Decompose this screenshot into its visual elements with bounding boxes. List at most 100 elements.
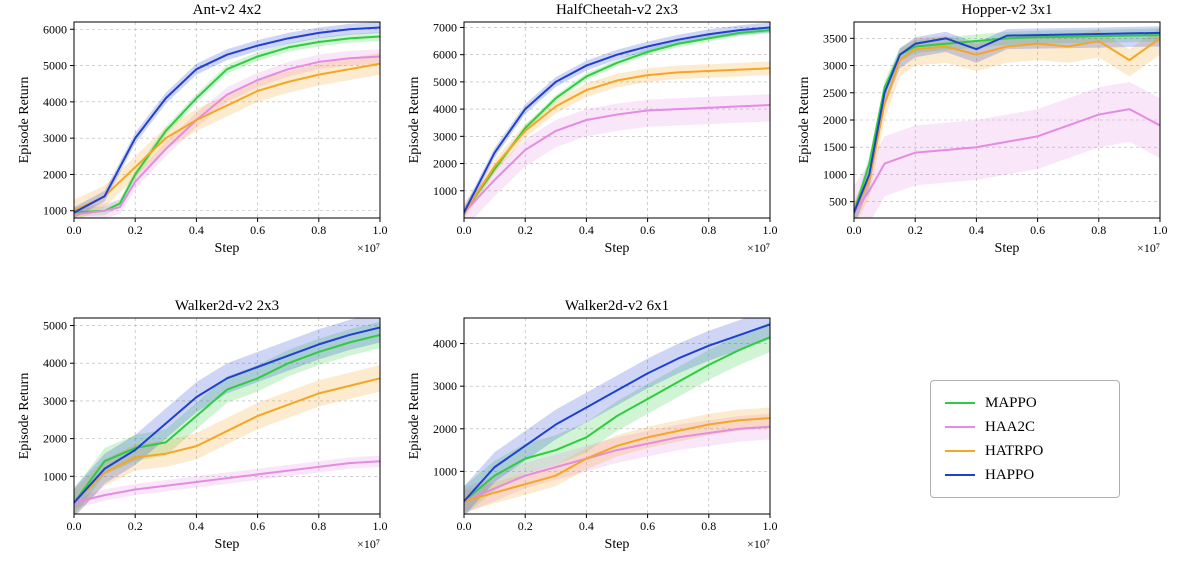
- x-tick-label: 0.6: [640, 519, 655, 533]
- x-scale-label: ×10⁷: [747, 537, 770, 551]
- legend-label: HATRPO: [985, 443, 1043, 460]
- x-tick-label: 0.0: [67, 223, 82, 237]
- y-tick-label: 6000: [43, 22, 67, 36]
- y-tick-label: 3500: [823, 31, 847, 45]
- legend-label: HAA2C: [985, 419, 1035, 436]
- y-tick-label: 4000: [433, 337, 457, 351]
- series-band-haa2c: [854, 82, 1160, 245]
- x-scale-label: ×10⁷: [357, 537, 380, 551]
- series-band-hatrpo: [464, 61, 770, 219]
- legend-item-mappo: MAPPO: [945, 391, 1105, 415]
- x-tick-label: 0.0: [847, 223, 862, 237]
- x-tick-label: 1.0: [373, 519, 388, 533]
- y-tick-label: 4000: [43, 95, 67, 109]
- chart-panel-walk2x3: 0.0 0.2 0.4 0.6 0.8 1.0 1000 2000 3000 4000 5000 Wa…: [12, 296, 392, 566]
- x-tick-label: 0.0: [67, 519, 82, 533]
- y-tick-label: 5000: [43, 59, 67, 73]
- x-tick-label: 0.4: [579, 519, 594, 533]
- x-tick-label: 0.0: [457, 519, 472, 533]
- y-tick-label: 1000: [43, 469, 67, 483]
- x-tick-label: 1.0: [373, 223, 388, 237]
- x-tick-label: 0.6: [640, 223, 655, 237]
- y-tick-label: 1500: [823, 140, 847, 154]
- series-band-hatrpo: [74, 53, 380, 222]
- legend-swatch: [945, 402, 975, 404]
- y-tick-label: 3000: [43, 394, 67, 408]
- chart-panel-cheetah: 0.0 0.2 0.4 0.6 0.8 1.0 1000 2000 3000 4000 5000 60…: [402, 0, 782, 270]
- chart-panel-walk6x1: 0.0 0.2 0.4 0.6 0.8 1.0 1000 2000 3000 4000 Walker…: [402, 296, 782, 566]
- x-tick-label: 0.6: [250, 519, 265, 533]
- legend: MAPPO HAA2C HATRPO HAPPO: [930, 380, 1120, 498]
- legend-item-hatrpo: HATRPO: [945, 439, 1105, 463]
- y-axis-label: Episode Return: [17, 373, 32, 460]
- panel-title: Hopper-v2 3x1: [962, 2, 1053, 18]
- y-axis-label: Episode Return: [797, 77, 812, 164]
- x-tick-label: 0.4: [969, 223, 984, 237]
- y-axis-label: Episode Return: [407, 373, 422, 460]
- y-tick-label: 3000: [433, 129, 457, 143]
- y-tick-label: 2000: [823, 113, 847, 127]
- panel-title: Ant-v2 4x2: [193, 2, 262, 18]
- x-axis-label: Step: [215, 241, 240, 256]
- x-tick-label: 0.0: [457, 223, 472, 237]
- y-axis-label: Episode Return: [17, 77, 32, 164]
- y-tick-label: 1000: [43, 204, 67, 218]
- legend-swatch: [945, 426, 975, 428]
- x-tick-label: 0.8: [701, 223, 716, 237]
- x-tick-label: 0.8: [1091, 223, 1106, 237]
- x-tick-label: 0.2: [908, 223, 923, 237]
- y-tick-label: 6000: [433, 48, 457, 62]
- y-tick-label: 2000: [43, 167, 67, 181]
- panel-title: Walker2d-v2 6x1: [565, 298, 669, 314]
- chart-panel-hopper: 0.0 0.2 0.4 0.6 0.8 1.0 500 1000 1500 2000 2500 300…: [792, 0, 1172, 270]
- x-tick-label: 0.8: [701, 519, 716, 533]
- y-tick-label: 3000: [433, 379, 457, 393]
- chart-panel-ant: 0.0 0.2 0.4 0.6 0.8 1.0 1000 2000 3000 4000 5000 60…: [12, 0, 392, 270]
- figure-root: 0.0 0.2 0.4 0.6 0.8 1.0 1000 2000 3000 4000 5000 60…: [0, 0, 1180, 579]
- x-axis-label: Step: [995, 241, 1020, 256]
- y-tick-label: 4000: [43, 356, 67, 370]
- legend-label: HAPPO: [985, 467, 1034, 484]
- x-tick-label: 0.2: [128, 223, 143, 237]
- panel-title: Walker2d-v2 2x3: [175, 298, 279, 314]
- y-tick-label: 2000: [433, 157, 457, 171]
- x-scale-label: ×10⁷: [357, 241, 380, 255]
- y-tick-label: 5000: [43, 319, 67, 333]
- x-scale-label: ×10⁷: [1137, 241, 1160, 255]
- x-tick-label: 0.2: [518, 223, 533, 237]
- x-tick-label: 0.6: [250, 223, 265, 237]
- legend-swatch: [945, 450, 975, 452]
- x-axis-label: Step: [215, 537, 240, 552]
- y-tick-label: 500: [829, 195, 847, 209]
- y-tick-label: 1000: [433, 184, 457, 198]
- x-tick-label: 0.8: [311, 223, 326, 237]
- x-tick-label: 0.4: [579, 223, 594, 237]
- y-tick-label: 2000: [43, 432, 67, 446]
- y-tick-label: 1000: [823, 167, 847, 181]
- y-tick-label: 3000: [823, 59, 847, 73]
- legend-item-haa2c: HAA2C: [945, 415, 1105, 439]
- x-tick-label: 0.8: [311, 519, 326, 533]
- x-axis-label: Step: [605, 241, 630, 256]
- y-tick-label: 7000: [433, 20, 457, 34]
- y-tick-label: 2500: [823, 86, 847, 100]
- x-tick-label: 1.0: [1153, 223, 1168, 237]
- y-tick-label: 2000: [433, 422, 457, 436]
- x-tick-label: 0.4: [189, 519, 204, 533]
- x-tick-label: 0.4: [189, 223, 204, 237]
- y-tick-label: 3000: [43, 131, 67, 145]
- y-tick-label: 5000: [433, 75, 457, 89]
- legend-item-happo: HAPPO: [945, 463, 1105, 487]
- x-tick-label: 1.0: [763, 223, 778, 237]
- legend-label: MAPPO: [985, 395, 1037, 412]
- x-tick-label: 0.2: [128, 519, 143, 533]
- legend-swatch: [945, 474, 975, 476]
- x-axis-label: Step: [605, 537, 630, 552]
- y-tick-label: 1000: [433, 464, 457, 478]
- x-tick-label: 0.2: [518, 519, 533, 533]
- y-tick-label: 4000: [433, 102, 457, 116]
- x-tick-label: 0.6: [1030, 223, 1045, 237]
- y-axis-label: Episode Return: [407, 77, 422, 164]
- x-tick-label: 1.0: [763, 519, 778, 533]
- x-scale-label: ×10⁷: [747, 241, 770, 255]
